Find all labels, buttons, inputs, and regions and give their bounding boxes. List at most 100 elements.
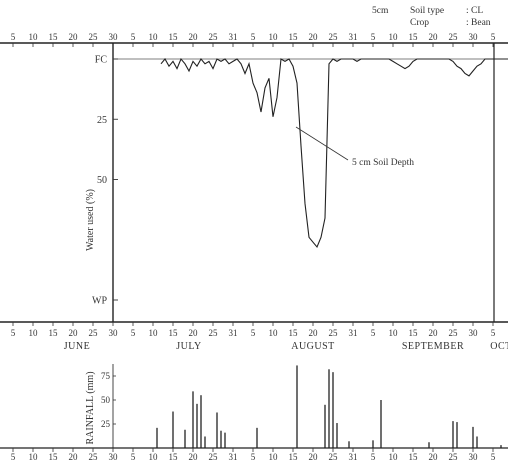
tick-top-label: 10 <box>29 32 39 42</box>
annotation-label: 5 cm Soil Depth <box>352 158 414 168</box>
tick-rain-label: 5 <box>131 452 136 462</box>
tick-bot-label: 10 <box>269 328 279 338</box>
series-line-5cm <box>160 57 508 249</box>
tick-top-label: 25 <box>209 32 219 42</box>
tick-rain-label: 20 <box>69 452 79 462</box>
legend-soil-value: : CL <box>466 6 483 16</box>
rainfall-x-ticks: 5 10 15 20 25 30 5 10 15 20 25 31 5 10 15 20 25 31 5 10 15 20… <box>11 448 496 462</box>
tick-rain-label: 15 <box>169 452 179 462</box>
tick-top-label: 30 <box>109 32 119 42</box>
tick-top-label: 20 <box>309 32 319 42</box>
tick-bot-label: 31 <box>229 328 238 338</box>
tick-bot-label: 30 <box>109 328 119 338</box>
tick-rain-label: 20 <box>189 452 199 462</box>
tick-top-label: 30 <box>469 32 479 42</box>
tick-bot-label: 10 <box>149 328 159 338</box>
tick-bot-label: 15 <box>169 328 179 338</box>
legend-crop-label: Crop <box>410 18 429 28</box>
tick-rain-label: 15 <box>49 452 59 462</box>
bottom-axis-ticks: 5 10 15 20 25 30 5 10 15 20 25 31 5 10 15 20 25 31 5 10 15 20… <box>11 322 496 338</box>
tick-bot-label: 25 <box>449 328 459 338</box>
tick-rain-label: 25 <box>449 452 459 462</box>
soil-depth-annotation: 5 cm Soil Depth <box>295 126 414 168</box>
tick-rain-label: 25 <box>209 452 219 462</box>
rainfall-axis-label: RAINFALL (mm) <box>85 371 96 444</box>
rainfall-tick-label: 25 <box>101 419 111 429</box>
tick-rain-label: 25 <box>89 452 99 462</box>
tick-top-label: 20 <box>69 32 79 42</box>
water-used-tick-label: 25 <box>97 115 107 126</box>
legend-crop-value: : Bean <box>466 18 491 28</box>
tick-top-label: 5 <box>251 32 256 42</box>
water-use-plot: FC 25 50 WP Water used (%) 5 cm Soil Depth <box>85 43 508 322</box>
tick-bot-label: 20 <box>309 328 319 338</box>
tick-rain-label: 5 <box>371 452 376 462</box>
tick-top-label: 25 <box>449 32 459 42</box>
tick-bot-label: 10 <box>29 328 39 338</box>
tick-rain-label: 5 <box>11 452 16 462</box>
tick-bot-label: 15 <box>49 328 59 338</box>
rainfall-y-labels: 75 50 25 <box>101 371 116 429</box>
tick-bot-label: 15 <box>289 328 299 338</box>
rainfall-tick-label: 50 <box>101 395 111 405</box>
tick-bot-label: 15 <box>409 328 419 338</box>
water-used-tick-label: 50 <box>97 175 107 186</box>
tick-top-label: 15 <box>409 32 419 42</box>
tick-top-label: 5 <box>371 32 376 42</box>
tick-bot-label: 20 <box>189 328 199 338</box>
tick-top-label: 5 <box>131 32 136 42</box>
tick-top-label: 25 <box>89 32 99 42</box>
tick-bot-label: 5 <box>131 328 136 338</box>
tick-rain-label: 30 <box>469 452 479 462</box>
tick-top-label: 31 <box>229 32 238 42</box>
annotation-leader <box>295 126 349 161</box>
tick-rain-label: 15 <box>289 452 299 462</box>
tick-rain-label: 20 <box>429 452 439 462</box>
tick-top-label: 5 <box>11 32 16 42</box>
rainfall-bars <box>156 365 502 448</box>
tick-top-label: 15 <box>289 32 299 42</box>
tick-rain-label: 5 <box>491 452 496 462</box>
tick-bot-label: 5 <box>11 328 16 338</box>
tick-top-label: 5 <box>491 32 496 42</box>
tick-top-label: 15 <box>169 32 179 42</box>
water-used-y-labels: FC 25 50 WP <box>92 55 118 307</box>
tick-rain-label: 15 <box>409 452 419 462</box>
tick-top-label: 15 <box>49 32 59 42</box>
tick-top-label: 10 <box>149 32 159 42</box>
tick-bot-label: 20 <box>429 328 439 338</box>
month-labels: JUNE JULY AUGUST SEPTEMBER OCT <box>64 341 508 352</box>
tick-top-label: 20 <box>189 32 199 42</box>
rainfall-plot: 75 50 25 RAINFALL (mm) 5 10 15 20 25 30 5 10 15 20 2… <box>0 364 508 462</box>
tick-rain-label: 25 <box>329 452 339 462</box>
tick-rain-label: 31 <box>349 452 358 462</box>
tick-rain-label: 30 <box>109 452 119 462</box>
tick-bot-label: 20 <box>69 328 79 338</box>
water-used-tick-label: FC <box>95 55 108 66</box>
tick-bot-label: 25 <box>209 328 219 338</box>
tick-top-label: 31 <box>349 32 358 42</box>
legend: 5cm Soil type : CL Crop : Bean <box>372 6 491 28</box>
tick-bot-label: 25 <box>329 328 339 338</box>
rainfall-tick-label: 75 <box>101 371 111 381</box>
tick-bot-label: 31 <box>349 328 358 338</box>
tick-bot-label: 5 <box>371 328 376 338</box>
legend-marker: 5cm <box>372 6 389 16</box>
water-used-axis-label: Water used (%) <box>85 189 96 251</box>
month-label: JUNE <box>64 341 90 352</box>
tick-bot-label: 5 <box>491 328 496 338</box>
tick-top-label: 25 <box>329 32 339 42</box>
month-label: SEPTEMBER <box>402 341 464 352</box>
tick-rain-label: 10 <box>389 452 399 462</box>
tick-rain-label: 10 <box>29 452 39 462</box>
month-label: JULY <box>176 341 201 352</box>
tick-top-label: 10 <box>389 32 399 42</box>
month-label: OCT <box>490 341 508 352</box>
top-axis-ticks: 5 10 15 20 25 30 5 10 15 20 25 31 5 10 15 20 25 31 5 10 15 20… <box>11 32 496 47</box>
tick-rain-label: 20 <box>309 452 319 462</box>
legend-soil-label: Soil type <box>410 6 444 16</box>
tick-rain-label: 31 <box>229 452 238 462</box>
water-used-tick-label: WP <box>92 296 107 307</box>
tick-top-label: 10 <box>269 32 279 42</box>
